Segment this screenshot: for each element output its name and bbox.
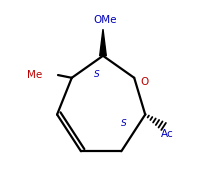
Text: S: S: [94, 70, 99, 79]
Text: O: O: [140, 77, 148, 87]
Polygon shape: [100, 29, 106, 56]
Text: OMe: OMe: [93, 15, 117, 25]
Text: S: S: [121, 119, 127, 128]
Text: Me: Me: [27, 70, 43, 80]
Text: Ac: Ac: [161, 129, 174, 139]
